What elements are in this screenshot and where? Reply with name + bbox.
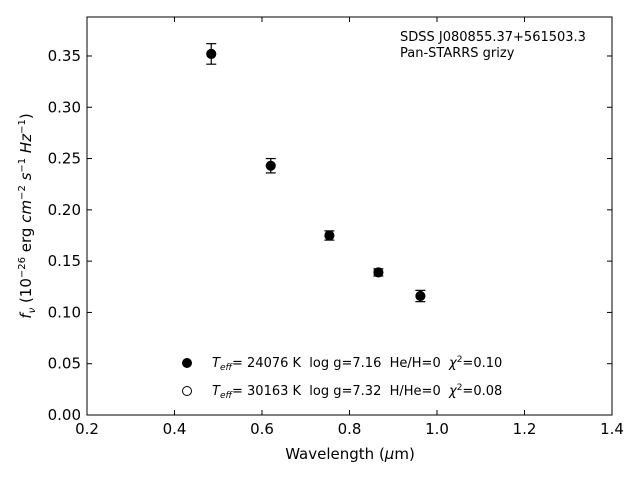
y-tick-label: 0.15 [48,252,81,270]
legend-entry-1: Teff= 24076 K log g=7.16 He/H=0 χ2=0.10 [212,355,502,373]
x-axis-label: Wavelength (μm) [285,445,415,463]
x-tick-label: 1.0 [425,420,449,438]
x-tick-label: 0.2 [75,420,99,438]
y-tick-label: 0.35 [48,47,81,65]
data-point-filled [265,160,276,171]
data-point-filled [206,48,217,59]
y-tick-label: 0.30 [48,98,81,116]
x-tick-label: 0.8 [338,420,362,438]
annotation-object-name: SDSS J080855.37+561503.3 [400,30,586,45]
x-tick-label: 1.2 [513,420,537,438]
axis-ticks: 0.2 0.4 0.6 0.8 1.0 1.2 1.4 0.00 0.05 0.10 0.15 0.2… [48,17,624,438]
legend-marker-open [182,386,192,396]
x-tick-label: 0.4 [163,420,187,438]
y-axis-label: fν (10−26 erg cm−2 s−1 Hz−1) [17,113,38,318]
data-point-filled [415,291,426,302]
x-tick-label: 1.4 [600,420,624,438]
y-tick-label: 0.20 [48,201,81,219]
data-points [206,43,426,303]
annotation-survey: Pan-STARRS grizy [400,46,515,61]
y-tick-label: 0.25 [48,150,81,168]
legend-entry-2: Teff= 30163 K log g=7.32 H/He=0 χ2=0.08 [212,383,502,401]
x-tick-label: 0.6 [250,420,274,438]
y-tick-label: 0.10 [48,303,81,321]
y-tick-label: 0.05 [48,355,81,373]
data-point-filled [373,267,384,278]
plot-frame [86,16,613,416]
data-point-filled [324,230,335,241]
legend-marker-filled [182,358,192,368]
legend: Teff= 24076 K log g=7.16 He/H=0 χ2=0.10 … [182,355,502,401]
y-tick-label: 0.00 [48,406,81,424]
